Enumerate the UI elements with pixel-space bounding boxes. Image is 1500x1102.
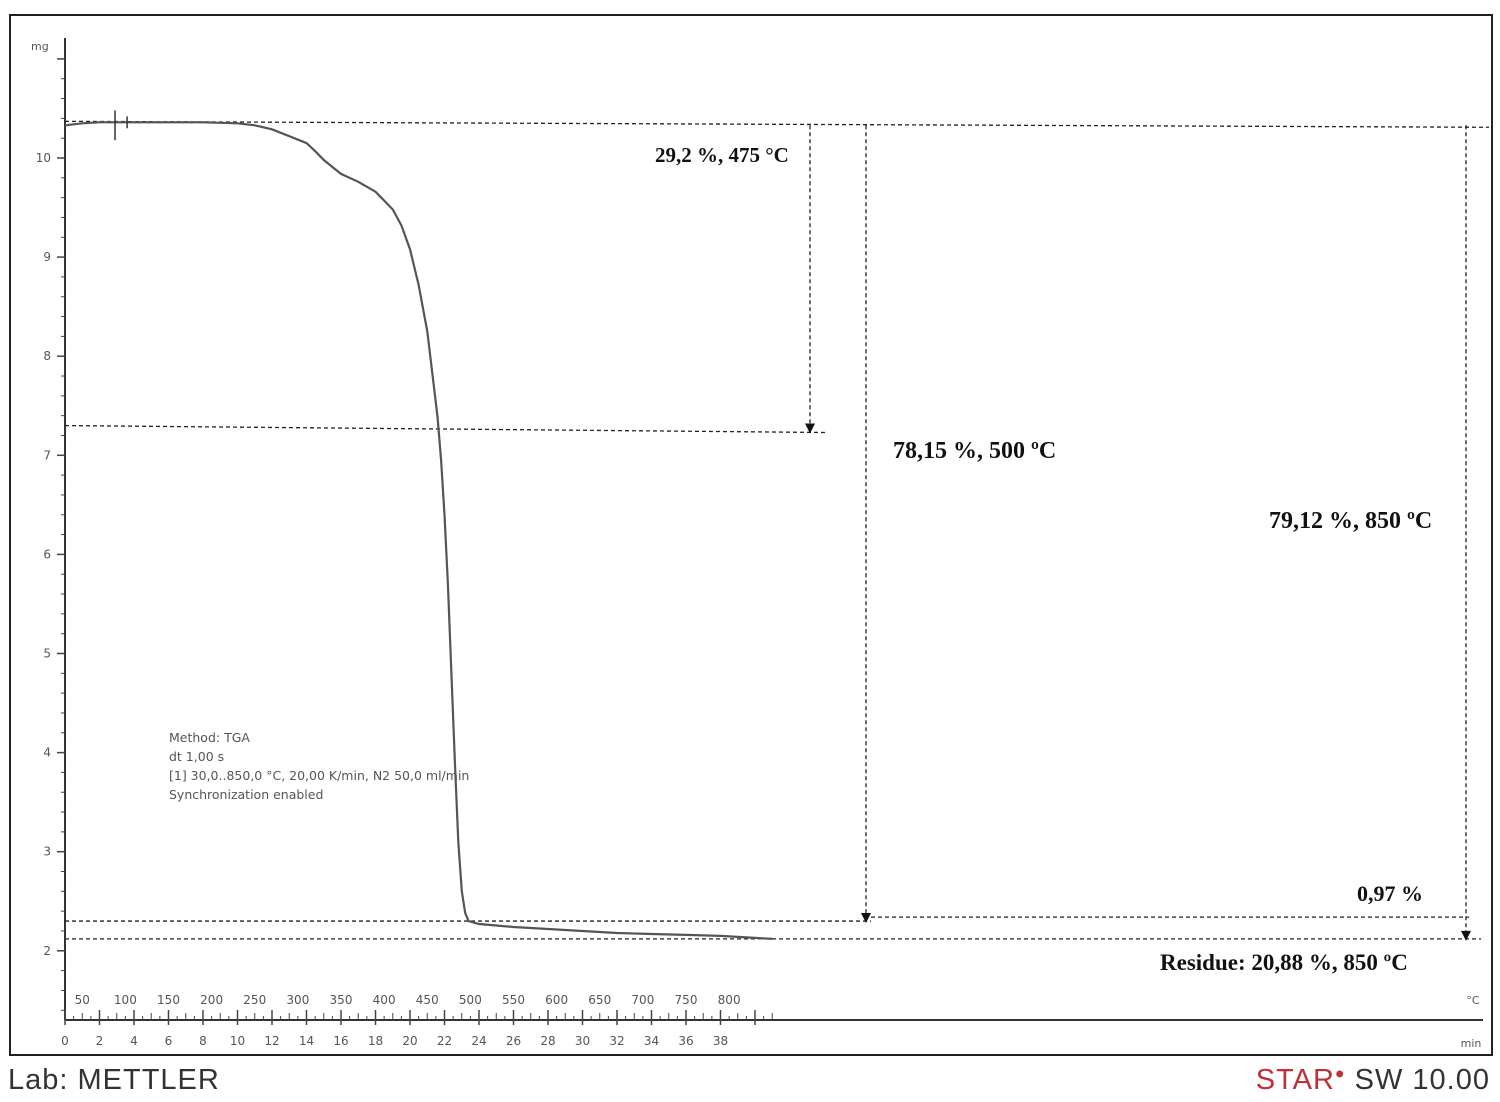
annotation-residue: Residue: 20,88 %, 850 ºC: [1160, 950, 1408, 975]
y-tick-label: 6: [43, 547, 51, 561]
ref-line-475c: [64, 424, 828, 434]
time-tick-label: 6: [165, 1034, 173, 1048]
y-tick-label: 7: [43, 448, 51, 462]
time-tick-label: 12: [264, 1034, 279, 1048]
time-tick-label: 36: [678, 1034, 693, 1048]
method-info-line: Method: TGA: [169, 730, 250, 745]
method-info-line: dt 1,00 s: [169, 749, 224, 764]
annotation-500c: 78,15 %, 500 ºC: [893, 438, 1056, 464]
tga-curve: [64, 121, 773, 940]
method-info-line: [1] 30,0..850,0 °C, 20,00 K/min, N2 50,0…: [169, 768, 469, 783]
y-axis-unit: mg: [31, 40, 49, 53]
temp-tick-label: 400: [373, 993, 396, 1007]
time-tick-label: 10: [230, 1034, 245, 1048]
time-tick-label: 28: [540, 1034, 555, 1048]
y-tick-label: 9: [43, 250, 51, 264]
temp-tick-label: 150: [157, 993, 180, 1007]
y-tick-label: 5: [43, 647, 51, 661]
time-tick-label: 20: [402, 1034, 417, 1048]
temp-tick-label: 500: [459, 993, 482, 1007]
time-tick-label: 38: [713, 1034, 728, 1048]
time-tick-label: 8: [199, 1034, 207, 1048]
temp-tick-label: 600: [545, 993, 568, 1007]
time-tick-label: 2: [96, 1034, 104, 1048]
software-brand: STAR● SW 10.00: [1256, 1064, 1490, 1097]
annotation-0-97: 0,97 %: [1357, 881, 1423, 906]
method-info-line: Synchronization enabled: [169, 787, 323, 802]
time-tick-label: 34: [644, 1034, 659, 1048]
temp-tick-label: 350: [330, 993, 353, 1007]
y-tick-label: 2: [43, 944, 51, 958]
arrow-500c-head: [861, 913, 871, 924]
temp-tick-label: 50: [75, 993, 90, 1007]
time-tick-label: 0: [61, 1034, 69, 1048]
y-tick-label: 3: [43, 845, 51, 859]
temp-tick-label: 250: [243, 993, 266, 1007]
time-tick-label: 14: [299, 1034, 314, 1048]
time-tick-label: 22: [437, 1034, 452, 1048]
temp-tick-label: 700: [631, 993, 654, 1007]
lab-label: Lab: METTLER: [8, 1064, 220, 1096]
temp-tick-label: 450: [416, 993, 439, 1007]
time-tick-label: 16: [333, 1034, 348, 1048]
time-tick-label: 26: [506, 1034, 521, 1048]
temp-tick-label: 300: [286, 993, 309, 1007]
arrow-850c-head: [1461, 930, 1471, 941]
annotation-850c: 79,12 %, 850 ºC: [1269, 508, 1432, 534]
temp-unit-label: °C: [1466, 994, 1480, 1007]
temp-tick-label: 650: [588, 993, 611, 1007]
chart-frame: mg 2 3 4 5 6 7 8 9 10 0 2 4 6 8 10 12 14 16 18 20 22 24 26 28 30 3…: [9, 14, 1493, 1056]
time-unit-label: min: [1461, 1037, 1482, 1050]
time-tick-label: 32: [609, 1034, 624, 1048]
time-tick-label: 18: [368, 1034, 383, 1048]
y-tick-label: 8: [43, 349, 51, 363]
time-tick-label: 30: [575, 1034, 590, 1048]
time-tick-label: 4: [130, 1034, 138, 1048]
brand-star: STAR: [1255, 1064, 1335, 1096]
brand-dot-icon: ●: [1334, 1065, 1346, 1083]
temp-tick-label: 750: [675, 993, 698, 1007]
arrow-475c-head: [805, 423, 815, 434]
time-tick-label: 24: [471, 1034, 486, 1048]
temp-tick-label: 550: [502, 993, 525, 1007]
ref-line-initial-mass: [64, 120, 1490, 128]
temp-tick-label: 200: [200, 993, 223, 1007]
annotation-475c: 29,2 %, 475 °C: [655, 143, 789, 167]
temp-tick-label: 800: [718, 993, 741, 1007]
y-tick-label: 4: [43, 746, 51, 760]
brand-version: SW 10.00: [1345, 1064, 1490, 1096]
temp-tick-label: 100: [114, 993, 137, 1007]
y-tick-label: 10: [36, 151, 51, 165]
